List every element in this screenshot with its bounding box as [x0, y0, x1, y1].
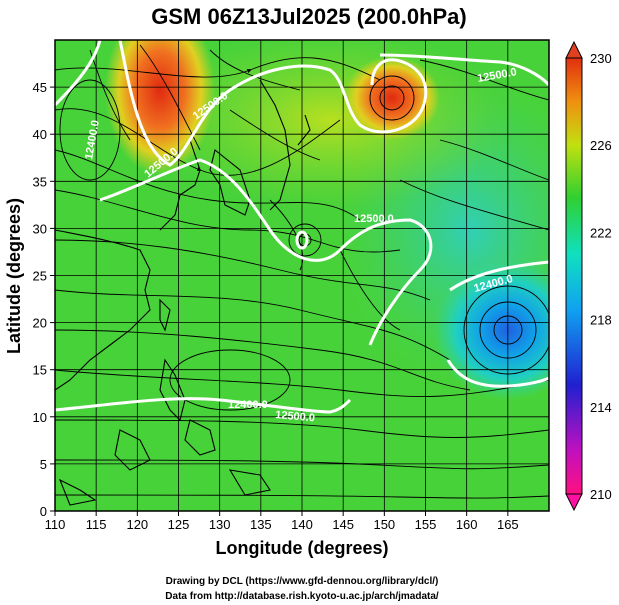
y-tick-label: 0	[40, 504, 47, 519]
contour-label: 12500.0	[275, 409, 316, 424]
colorbar-ticks: 230 226 222 218 214 210	[590, 51, 612, 502]
y-tick-label: 45	[33, 80, 47, 95]
chart-title: GSM 06Z13Jul2025 (200.0hPa)	[151, 4, 467, 29]
x-axis-title: Longitude (degrees)	[215, 538, 388, 558]
x-tick-label: 135	[250, 517, 272, 532]
contour-label: 12400.0	[228, 399, 268, 411]
colorbar-min-arrow	[565, 493, 583, 512]
contour-label: 12500.0	[354, 213, 394, 225]
y-tick-label: 40	[33, 127, 47, 142]
y-axis-title: Latitude (degrees)	[4, 198, 24, 354]
x-axis: 110 115 120 125 130 135 140 145 150 155 160 165	[45, 511, 519, 532]
colorbar-label: 214	[590, 400, 612, 415]
x-tick-label: 110	[45, 517, 66, 532]
colorbar-label: 226	[590, 138, 612, 153]
x-tick-label: 160	[456, 517, 478, 532]
x-tick-label: 155	[415, 517, 437, 532]
colorbar-label: 222	[590, 225, 612, 240]
cold-anomaly	[433, 260, 549, 400]
x-tick-label: 120	[126, 517, 148, 532]
colorbar: 230 226 222 218 214 210	[565, 40, 612, 512]
y-tick-label: 10	[33, 410, 47, 425]
colorbar-label: 230	[590, 51, 612, 66]
y-axis: 45 40 35 30 25 20 15 10 5 0	[33, 80, 55, 519]
x-tick-label: 145	[332, 517, 354, 532]
colorbar-scale	[565, 57, 583, 495]
x-tick-label: 130	[209, 517, 231, 532]
y-tick-label: 15	[33, 363, 47, 378]
credit-data: Data from http://database.rish.kyoto-u.a…	[165, 591, 439, 602]
colorbar-label: 218	[590, 313, 612, 328]
plot-area: 12500.0 12500.0 12500.0 12400.0 12400.0 …	[55, 40, 549, 511]
x-tick-label: 125	[168, 517, 190, 532]
colorbar-max-arrow	[565, 40, 583, 59]
coastline	[55, 79, 311, 506]
y-tick-label: 30	[33, 221, 47, 236]
x-tick-label: 115	[86, 517, 107, 532]
warm-anomaly-west	[105, 40, 215, 175]
y-tick-label: 20	[33, 316, 47, 331]
y-tick-label: 25	[33, 269, 47, 284]
x-tick-label: 150	[373, 517, 395, 532]
y-tick-label: 5	[40, 457, 47, 472]
height-contours	[55, 40, 549, 414]
x-tick-label: 165	[497, 517, 519, 532]
colorbar-label: 210	[590, 487, 612, 502]
y-tick-label: 35	[33, 174, 47, 189]
credit-drawing: Drawing by DCL (https://www.gfd-dennou.o…	[166, 576, 439, 587]
x-tick-label: 140	[291, 517, 313, 532]
